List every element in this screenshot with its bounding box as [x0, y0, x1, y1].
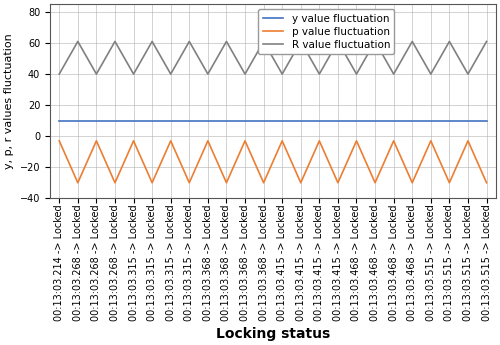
p value fluctuation: [428, 139, 434, 143]
R value fluctuation: [390, 72, 396, 76]
R value fluctuation: [428, 72, 434, 76]
R value fluctuation: [168, 72, 173, 76]
y value fluctuation: [428, 119, 434, 123]
R value fluctuation: [130, 72, 136, 76]
y value fluctuation: [168, 119, 173, 123]
X-axis label: Locking status: Locking status: [216, 327, 330, 341]
p value fluctuation: [205, 139, 211, 143]
y value fluctuation: [316, 119, 322, 123]
y value fluctuation: [390, 119, 396, 123]
R value fluctuation: [335, 39, 341, 43]
R value fluctuation: [260, 39, 266, 43]
R value fluctuation: [94, 72, 100, 76]
p value fluctuation: [316, 139, 322, 143]
y value fluctuation: [372, 119, 378, 123]
R value fluctuation: [354, 72, 360, 76]
R value fluctuation: [446, 39, 452, 43]
y value fluctuation: [149, 119, 155, 123]
R value fluctuation: [298, 39, 304, 43]
y value fluctuation: [279, 119, 285, 123]
p value fluctuation: [484, 181, 490, 185]
R value fluctuation: [205, 72, 211, 76]
p value fluctuation: [298, 181, 304, 185]
R value fluctuation: [186, 39, 192, 43]
p value fluctuation: [168, 139, 173, 143]
y value fluctuation: [465, 119, 471, 123]
y value fluctuation: [75, 119, 81, 123]
p value fluctuation: [56, 139, 62, 143]
Line: R value fluctuation: R value fluctuation: [59, 41, 486, 74]
y value fluctuation: [205, 119, 211, 123]
R value fluctuation: [465, 72, 471, 76]
y value fluctuation: [94, 119, 100, 123]
y value fluctuation: [224, 119, 230, 123]
y value fluctuation: [484, 119, 490, 123]
R value fluctuation: [224, 39, 230, 43]
R value fluctuation: [112, 39, 118, 43]
Y-axis label: y, p, r values fluctuation: y, p, r values fluctuation: [4, 33, 14, 169]
p value fluctuation: [224, 181, 230, 185]
R value fluctuation: [484, 39, 490, 43]
p value fluctuation: [242, 139, 248, 143]
y value fluctuation: [242, 119, 248, 123]
y value fluctuation: [354, 119, 360, 123]
R value fluctuation: [409, 39, 415, 43]
p value fluctuation: [94, 139, 100, 143]
y value fluctuation: [446, 119, 452, 123]
R value fluctuation: [372, 39, 378, 43]
Legend: y value fluctuation, p value fluctuation, R value fluctuation: y value fluctuation, p value fluctuation…: [258, 9, 394, 54]
p value fluctuation: [186, 181, 192, 185]
y value fluctuation: [186, 119, 192, 123]
p value fluctuation: [446, 181, 452, 185]
y value fluctuation: [260, 119, 266, 123]
p value fluctuation: [354, 139, 360, 143]
p value fluctuation: [390, 139, 396, 143]
p value fluctuation: [335, 181, 341, 185]
R value fluctuation: [75, 39, 81, 43]
p value fluctuation: [130, 139, 136, 143]
R value fluctuation: [279, 72, 285, 76]
y value fluctuation: [298, 119, 304, 123]
p value fluctuation: [279, 139, 285, 143]
R value fluctuation: [316, 72, 322, 76]
R value fluctuation: [242, 72, 248, 76]
p value fluctuation: [260, 181, 266, 185]
p value fluctuation: [372, 181, 378, 185]
y value fluctuation: [130, 119, 136, 123]
y value fluctuation: [409, 119, 415, 123]
y value fluctuation: [112, 119, 118, 123]
p value fluctuation: [75, 181, 81, 185]
R value fluctuation: [149, 39, 155, 43]
y value fluctuation: [56, 119, 62, 123]
p value fluctuation: [409, 181, 415, 185]
Line: p value fluctuation: p value fluctuation: [59, 141, 486, 183]
p value fluctuation: [112, 181, 118, 185]
R value fluctuation: [56, 72, 62, 76]
p value fluctuation: [149, 181, 155, 185]
y value fluctuation: [335, 119, 341, 123]
p value fluctuation: [465, 139, 471, 143]
